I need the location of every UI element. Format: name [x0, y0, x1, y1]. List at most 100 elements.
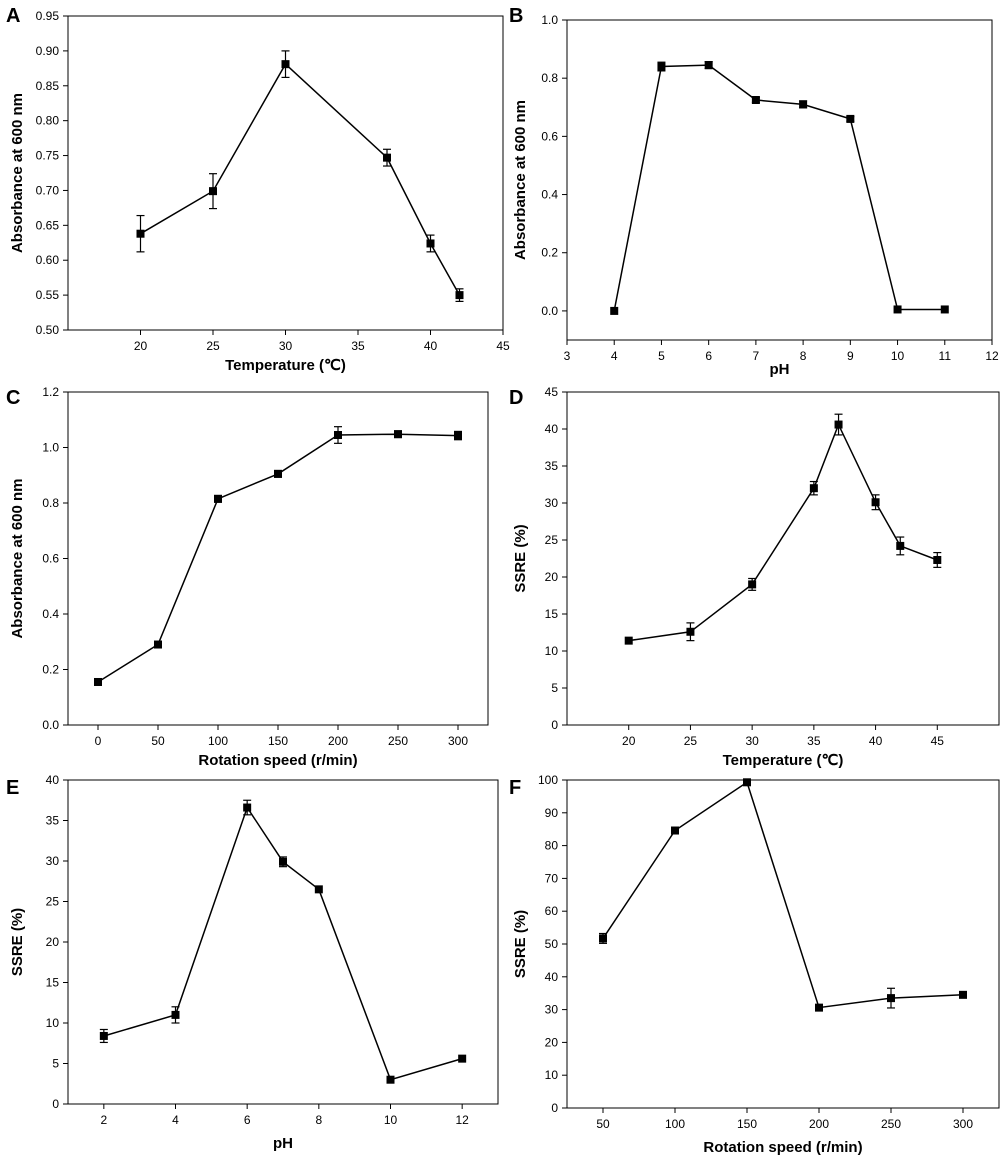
y-tick-label: 30 — [545, 496, 559, 510]
y-tick-label: 60 — [545, 904, 559, 918]
x-axis-title: Rotation speed (r/min) — [198, 752, 357, 769]
y-tick-label: 0.2 — [42, 663, 59, 677]
y-tick-label: 0.0 — [42, 718, 59, 732]
x-tick-label: 45 — [496, 339, 510, 353]
data-point — [171, 1010, 180, 1019]
x-tick-label: 40 — [869, 734, 883, 748]
y-tick-label: 0.80 — [36, 114, 60, 128]
y-tick-label: 0.0 — [541, 304, 558, 318]
y-tick-label: 15 — [545, 607, 559, 621]
x-tick-label: 30 — [279, 339, 293, 353]
y-axis-title: SSRE (%) — [512, 910, 529, 978]
y-tick-label: 0.8 — [541, 71, 558, 85]
y-tick-label: 80 — [545, 839, 559, 853]
y-tick-label: 20 — [46, 935, 60, 949]
panel-label: D — [509, 387, 523, 409]
data-point — [94, 677, 102, 686]
x-axis-title: Temperature (℃) — [225, 357, 346, 374]
data-point — [209, 187, 217, 196]
data-point — [896, 541, 905, 550]
panel-F: F 50 100 150 200 250 300 0 10 20 30 40 50 60 70 80 90 100… — [503, 772, 1003, 1162]
y-tick-label: 5 — [551, 681, 558, 695]
y-tick-label: 70 — [545, 871, 559, 885]
y-axis-title: SSRE (%) — [512, 524, 529, 592]
x-tick-label: 150 — [737, 1117, 757, 1131]
x-tick-label: 6 — [705, 349, 712, 363]
y-tick-label: 0.90 — [36, 44, 60, 58]
x-tick-label: 8 — [315, 1113, 322, 1127]
x-tick-label: 11 — [939, 349, 952, 363]
data-point — [279, 857, 287, 866]
chart-C: C 0 50 100 150 200 250 300 0.0 0.2 0.4 0.6 0.8 1.0 1.2… — [6, 385, 489, 769]
x-tick-label: 12 — [985, 349, 999, 363]
data-point — [214, 494, 222, 503]
y-tick-label: 0.2 — [541, 246, 558, 260]
panel-D: D 20 25 30 35 40 45 0 5 10 15 20 25 30 35 40 45 Temperatu… — [503, 382, 1003, 772]
y-tick-label: 20 — [545, 570, 559, 584]
y-tick-label: 0.6 — [42, 552, 59, 566]
y-axis-title: Absorbance at 600 nm — [512, 100, 529, 260]
x-axis-title: pH — [273, 1135, 293, 1152]
x-tick-label: 30 — [745, 734, 759, 748]
data-point — [454, 431, 462, 440]
y-tick-label: 90 — [545, 806, 559, 820]
y-tick-label: 0 — [551, 718, 558, 732]
data-point — [893, 305, 902, 314]
data-point — [243, 803, 252, 812]
plot-frame — [566, 391, 1000, 726]
data-point — [455, 291, 464, 300]
data-point — [809, 484, 818, 493]
data-point — [704, 61, 713, 70]
panel-C: C 0 50 100 150 200 250 300 0.0 0.2 0.4 0.6 0.8 1.0 1.2… — [0, 382, 500, 772]
y-tick-label: 0.4 — [42, 607, 59, 621]
y-tick-label: 25 — [46, 895, 60, 909]
data-point — [834, 420, 843, 429]
y-tick-label: 0.70 — [36, 183, 60, 197]
y-tick-label: 0.4 — [541, 188, 558, 202]
panel-E: E 2 4 6 8 10 12 0 5 10 15 20 25 30 35 40 pH SSRE (%) — [0, 772, 500, 1162]
x-tick-label: 4 — [172, 1113, 179, 1127]
data-point — [933, 555, 942, 564]
x-tick-label: 12 — [455, 1113, 469, 1127]
x-tick-label: 20 — [134, 339, 148, 353]
data-point — [815, 1003, 823, 1012]
x-tick-label: 20 — [622, 734, 636, 748]
x-tick-label: 40 — [424, 339, 438, 353]
y-tick-label: 10 — [545, 1068, 559, 1082]
data-point — [334, 431, 342, 440]
data-point — [99, 1031, 108, 1040]
x-tick-label: 150 — [268, 734, 288, 748]
y-tick-label: 5 — [52, 1057, 59, 1071]
y-tick-label: 0.65 — [36, 218, 60, 232]
panel-label: A — [6, 5, 20, 27]
y-tick-label: 0.8 — [42, 496, 59, 510]
x-axis-title: Temperature (℃) — [723, 752, 844, 769]
y-tick-label: 40 — [545, 422, 559, 436]
y-tick-label: 35 — [545, 459, 559, 473]
series-line — [602, 781, 964, 1009]
panel-A: A 20 25 30 35 40 45 0.50 0.55 0.60 0.65 0.70 0.75 0.8… — [0, 0, 510, 380]
x-tick-label: 35 — [351, 339, 365, 353]
data-point — [751, 96, 760, 104]
chart-B: B 3 4 5 6 7 8 9 10 11 12 0.0 0.2 0.4 0.6 0.8 1.0 pH Absorb… — [509, 5, 999, 378]
plot-frame — [67, 779, 499, 1105]
y-tick-label: 35 — [46, 814, 60, 828]
x-tick-label: 35 — [807, 734, 821, 748]
data-point — [887, 994, 895, 1003]
plot-frame — [566, 19, 993, 341]
y-tick-label: 0.6 — [541, 129, 558, 143]
data-point — [610, 306, 619, 315]
panel-label: B — [509, 5, 523, 27]
data-point — [154, 640, 162, 649]
x-tick-label: 45 — [931, 734, 945, 748]
data-point — [748, 580, 757, 589]
chart-D: D 20 25 30 35 40 45 0 5 10 15 20 25 30 35 40 45 Temperatu… — [509, 385, 1000, 769]
y-tick-label: 30 — [46, 854, 60, 868]
x-tick-label: 100 — [208, 734, 228, 748]
y-tick-label: 10 — [46, 1016, 60, 1030]
x-tick-label: 0 — [95, 734, 102, 748]
x-tick-label: 50 — [596, 1117, 610, 1131]
panel-label: C — [6, 387, 20, 409]
series-line — [628, 422, 938, 642]
x-tick-label: 4 — [611, 349, 618, 363]
